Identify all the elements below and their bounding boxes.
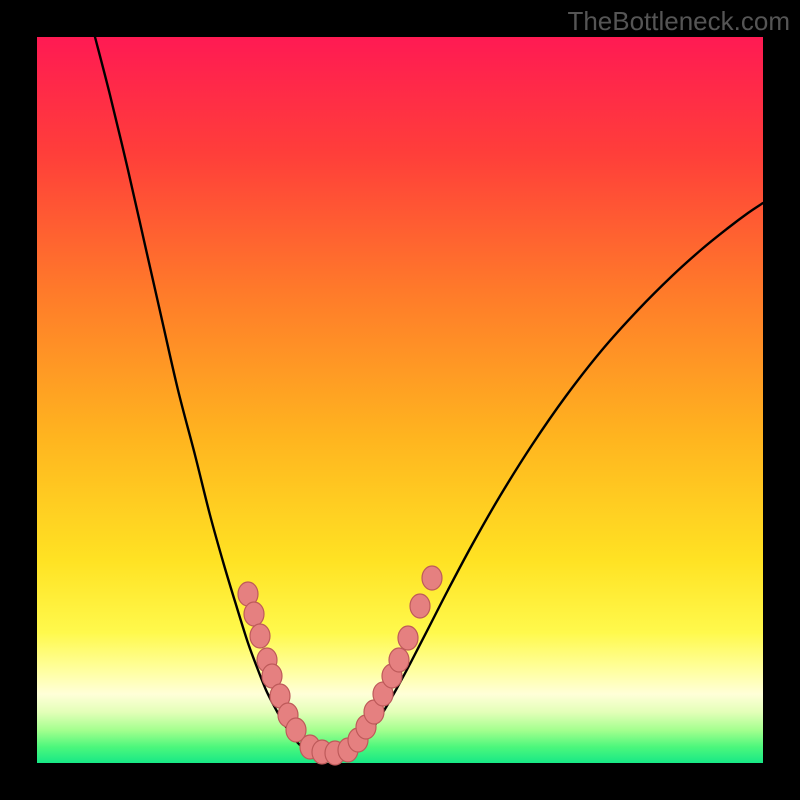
chart-stage: TheBottleneck.com — [0, 0, 800, 800]
plot-gradient-background — [37, 37, 763, 763]
watermark-text: TheBottleneck.com — [567, 6, 790, 37]
